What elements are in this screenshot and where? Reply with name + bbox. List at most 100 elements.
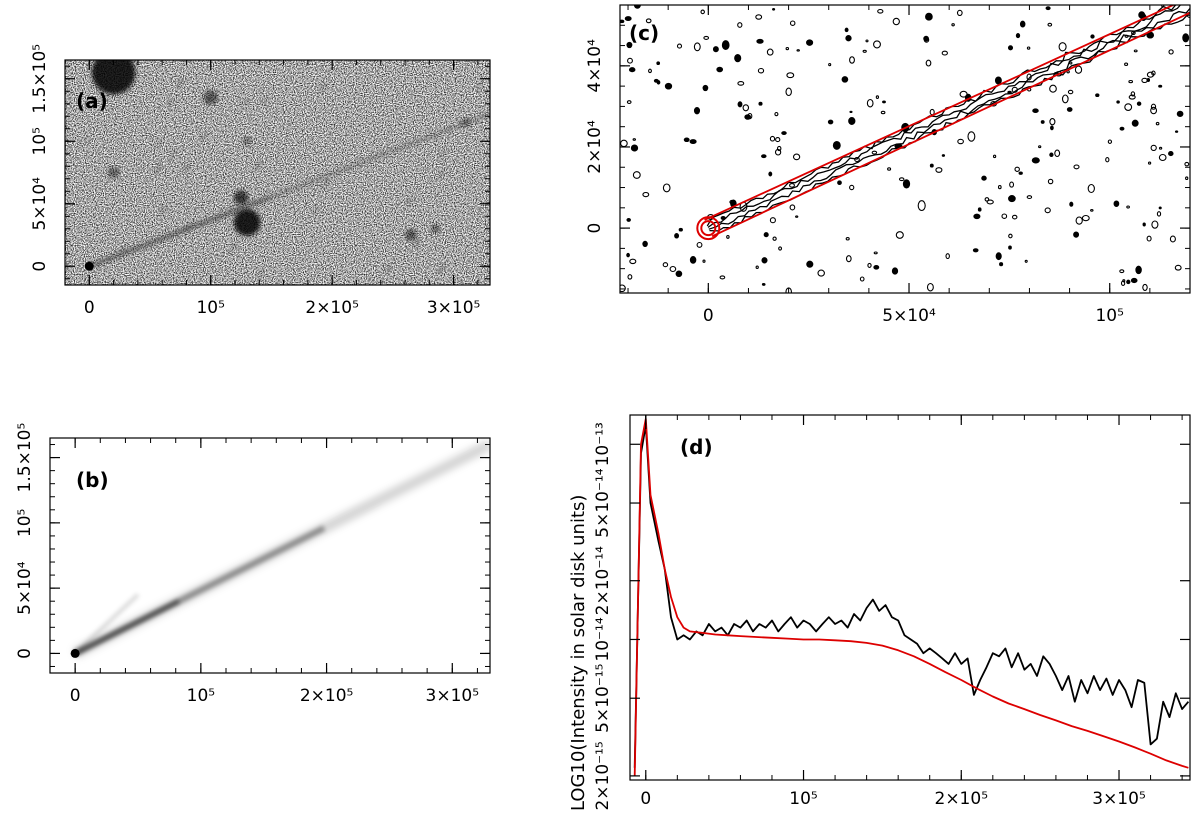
noise-contour <box>873 264 880 270</box>
noise-contour <box>1067 89 1074 95</box>
noise-contour <box>1087 183 1095 194</box>
y-tick-label: 0 <box>30 261 50 272</box>
noise-contour <box>935 167 943 173</box>
noise-contour <box>898 177 905 182</box>
noise-contour <box>1090 34 1095 39</box>
noise-contour <box>1174 130 1179 133</box>
noise-contour <box>1044 207 1051 214</box>
noise-contour <box>702 84 709 92</box>
noise-contour <box>757 67 765 74</box>
panel-b-frame <box>49 437 491 674</box>
noise-contour <box>703 35 710 40</box>
star-blob <box>405 228 418 242</box>
star-blob <box>107 166 120 179</box>
noise-contour <box>774 111 779 117</box>
panel-b: 0 10⁵ 2×10⁵ 3×10⁵ 0 5×10⁴ 10⁵ 1.5×10⁵ (b) <box>15 423 491 706</box>
dust-tail-inner <box>88 196 271 268</box>
noise-contour <box>1133 49 1138 53</box>
noise-contour <box>841 76 849 83</box>
nucleus <box>84 261 94 271</box>
x-tick-label: 10⁵ <box>187 686 215 706</box>
noise-contour <box>769 217 776 224</box>
noise-contour <box>626 217 631 222</box>
noise-contour <box>925 59 932 67</box>
noise-contour <box>806 260 814 268</box>
panel-d-label: (d) <box>680 435 713 459</box>
noise-contour <box>873 40 881 49</box>
x-tick-label: 10⁵ <box>1095 306 1123 326</box>
x-tick-label: 0 <box>84 298 95 318</box>
noise-contour <box>778 246 783 251</box>
noise-contour <box>862 49 867 53</box>
noise-contour <box>620 284 626 293</box>
noise-contour <box>891 267 899 275</box>
noise-contour <box>737 101 743 108</box>
noise-contour <box>1105 157 1110 163</box>
noise-contour <box>923 37 930 43</box>
noise-contour <box>1120 280 1126 286</box>
noise-contour <box>785 46 790 51</box>
panel-d-ylabel: LOG10(Intensity in solar disk units) <box>568 495 589 811</box>
noise-contour <box>696 241 703 248</box>
x-tick-label: 3×10⁵ <box>427 298 481 318</box>
y-tick-label: 5×10⁻¹⁴ <box>593 468 613 537</box>
noise-contour <box>882 100 886 104</box>
y-tick-label: 0 <box>585 223 605 234</box>
noise-contour <box>1147 161 1152 165</box>
noise-contour <box>1050 125 1054 131</box>
noise-contour <box>1019 20 1026 28</box>
noise-contour <box>941 50 948 56</box>
y-tick-label: 1.5×10⁵ <box>15 423 35 493</box>
y-tick-label: 5×10⁻¹⁵ <box>593 664 613 733</box>
noise-contour <box>645 18 652 24</box>
model-coma-inner <box>700 220 717 237</box>
model-nucleus <box>70 648 80 658</box>
noise-contour <box>1061 94 1069 104</box>
noise-contour <box>1131 30 1136 36</box>
faint-star <box>152 163 163 175</box>
x-tick-label: 10⁵ <box>789 789 817 809</box>
series-observed <box>633 424 1190 768</box>
x-tick-label: 2×10⁵ <box>935 789 989 809</box>
noise-contour <box>1158 84 1163 88</box>
faint-star <box>158 203 169 216</box>
noise-contour <box>1182 33 1190 43</box>
noise-contour <box>689 256 697 264</box>
panel-a-label: (a) <box>76 89 108 113</box>
noise-contour <box>1107 139 1113 144</box>
noise-contour <box>1047 22 1053 27</box>
noise-contour <box>1047 178 1054 185</box>
y-tick-label: 1.5×10⁵ <box>30 44 50 114</box>
faint-star <box>438 147 449 159</box>
y-tick-label: 0 <box>15 648 35 659</box>
noise-contour <box>1168 151 1174 157</box>
noise-contour <box>1185 176 1189 181</box>
faint-star <box>320 178 330 190</box>
noise-contour <box>1151 70 1156 76</box>
noise-contour <box>772 236 777 241</box>
noise-contour <box>1049 152 1054 158</box>
noise-contour <box>1128 79 1134 84</box>
panel-b-image <box>70 440 490 658</box>
noise-contour <box>678 227 683 232</box>
faint-star <box>181 161 192 174</box>
panel-d-lines <box>633 417 1190 776</box>
noise-contour <box>845 35 852 42</box>
noise-contour <box>1054 149 1061 158</box>
noise-contour <box>1174 264 1182 271</box>
noise-contour <box>1011 86 1018 93</box>
noise-contour <box>664 82 673 90</box>
noise-contour <box>1142 222 1146 227</box>
star-blob <box>430 223 441 234</box>
noise-contour <box>827 119 834 125</box>
noise-contour <box>626 100 632 105</box>
noise-contour <box>1126 279 1131 285</box>
noise-contour <box>1150 103 1157 110</box>
noise-contour <box>747 112 753 120</box>
noise-contour <box>941 154 946 157</box>
noise-contour <box>1158 206 1162 210</box>
noise-contour <box>789 183 795 188</box>
noise-contour <box>648 68 652 74</box>
noise-contour <box>867 262 872 268</box>
star-blob <box>460 117 471 128</box>
